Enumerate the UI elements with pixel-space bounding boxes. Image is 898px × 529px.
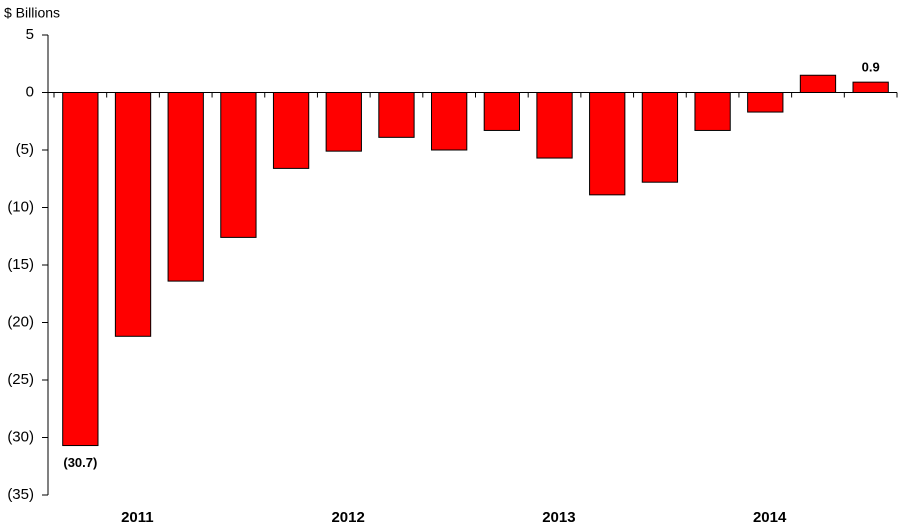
- bar: [852, 81, 889, 94]
- bar: [325, 92, 362, 152]
- bar: [431, 92, 468, 151]
- y-tick-label: (15): [7, 256, 34, 273]
- bar: [747, 92, 784, 113]
- y-tick-label: (5): [16, 141, 34, 158]
- y-tick-label: 0: [26, 83, 34, 100]
- value-label: (30.7): [63, 455, 97, 470]
- y-tick-label: (10): [7, 198, 34, 215]
- bar: [62, 92, 99, 447]
- bar: [641, 92, 679, 183]
- bar: [378, 92, 415, 138]
- bar: [272, 92, 310, 169]
- bar: [589, 92, 626, 196]
- bar: [799, 74, 837, 93]
- y-tick-label: (30): [7, 428, 34, 445]
- x-group-label: 2012: [331, 509, 364, 526]
- bar: [694, 92, 731, 131]
- bar: [536, 92, 573, 159]
- bar: [220, 92, 257, 238]
- y-tick-label: (20): [7, 313, 34, 330]
- y-axis-label: $ Billions: [4, 5, 60, 21]
- x-group-label: 2011: [121, 509, 154, 526]
- x-group-label: 2013: [542, 509, 575, 526]
- value-label: 0.9: [862, 60, 880, 75]
- y-tick-label: (25): [7, 371, 34, 388]
- y-tick-label: 5: [26, 26, 34, 43]
- x-group-label: 2014: [753, 509, 787, 526]
- bar: [483, 92, 520, 131]
- y-tick-label: (35): [7, 486, 34, 503]
- bar: [114, 92, 152, 337]
- bar: [167, 92, 204, 282]
